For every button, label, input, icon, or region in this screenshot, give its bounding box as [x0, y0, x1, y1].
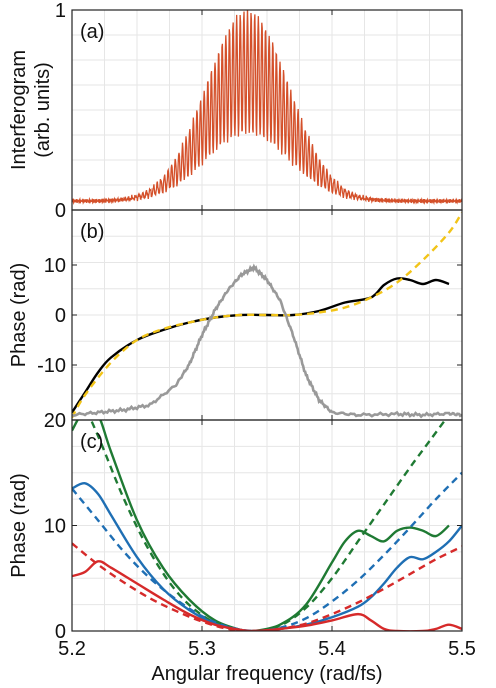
ticks: -10 0 10 — [37, 210, 463, 420]
y-tick-label: 1 — [55, 0, 66, 22]
series-group — [72, 211, 462, 419]
panel-c: 0 10 20 5.2 5.3 5.4 5.5 (c) Phase (rad) Angular f… — [8, 410, 476, 685]
x-tick-label: 5.2 — [58, 638, 86, 660]
y-tick-label: 10 — [44, 516, 66, 538]
interferogram-line — [72, 10, 462, 206]
y-axis-label: Interferogram — [8, 50, 30, 170]
x-axis-label: Angular frequency (rad/fs) — [151, 663, 382, 685]
x-tick-label: 5.4 — [318, 638, 346, 660]
y-tick-label: 10 — [44, 255, 66, 277]
panel-label: (b) — [80, 221, 104, 243]
y-axis-label: Phase (rad) — [8, 473, 30, 578]
fit-line-1 — [89, 420, 447, 631]
grid — [72, 420, 462, 631]
phase-line-0 — [72, 277, 450, 414]
fit-line-3 — [72, 471, 462, 631]
panel-a: 0 1 (a) Interferogram (arb. units) — [8, 0, 463, 222]
y-tick-label: 0 — [55, 305, 66, 327]
ticks: 0 10 20 5.2 5.3 5.4 5.5 — [44, 410, 476, 660]
x-tick-label: 5.3 — [188, 638, 216, 660]
phase-line-0 — [72, 420, 450, 631]
series-group — [72, 10, 462, 206]
y-tick-label: 0 — [55, 200, 66, 222]
y-axis-label: Phase (rad) — [8, 263, 30, 368]
y-tick-label: -10 — [37, 355, 66, 377]
spectrum-line — [72, 263, 462, 419]
panel-label: (a) — [80, 21, 104, 43]
y-tick-label: 20 — [44, 410, 66, 432]
x-tick-label: 5.5 — [448, 638, 476, 660]
panel-label: (c) — [80, 431, 103, 453]
y-axis-label-units: (arb. units) — [32, 62, 54, 158]
y-tick-label: 0 — [55, 621, 66, 643]
panel-b: -10 0 10 (b) Phase (rad) — [8, 209, 463, 421]
